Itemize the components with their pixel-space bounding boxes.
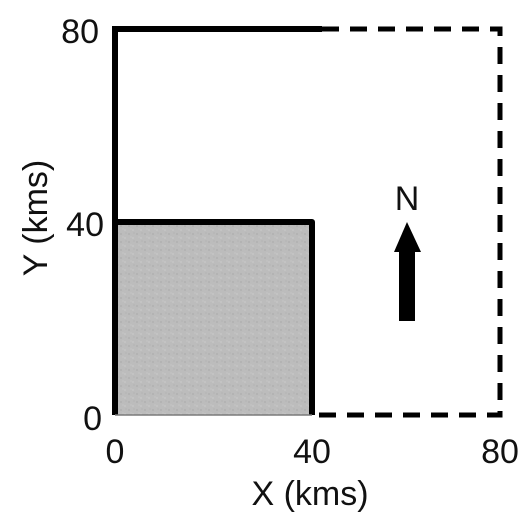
y-tick-80: 80 xyxy=(61,13,99,51)
x-tick-40: 40 xyxy=(293,433,331,471)
x-axis-title: X (kms) xyxy=(251,475,368,513)
x-tick-0: 0 xyxy=(106,433,125,471)
north-arrow-icon xyxy=(394,222,421,321)
y-tick-0: 0 xyxy=(83,400,102,438)
shaded-region xyxy=(115,222,311,415)
dashed-boundary xyxy=(312,26,503,418)
solid-boundary xyxy=(115,219,315,415)
north-label: N xyxy=(395,180,420,218)
x-tick-80: 80 xyxy=(481,433,519,471)
y-tick-40: 40 xyxy=(66,206,104,244)
y-axis-title: Y (kms) xyxy=(17,160,55,276)
left-boundary xyxy=(112,26,322,415)
